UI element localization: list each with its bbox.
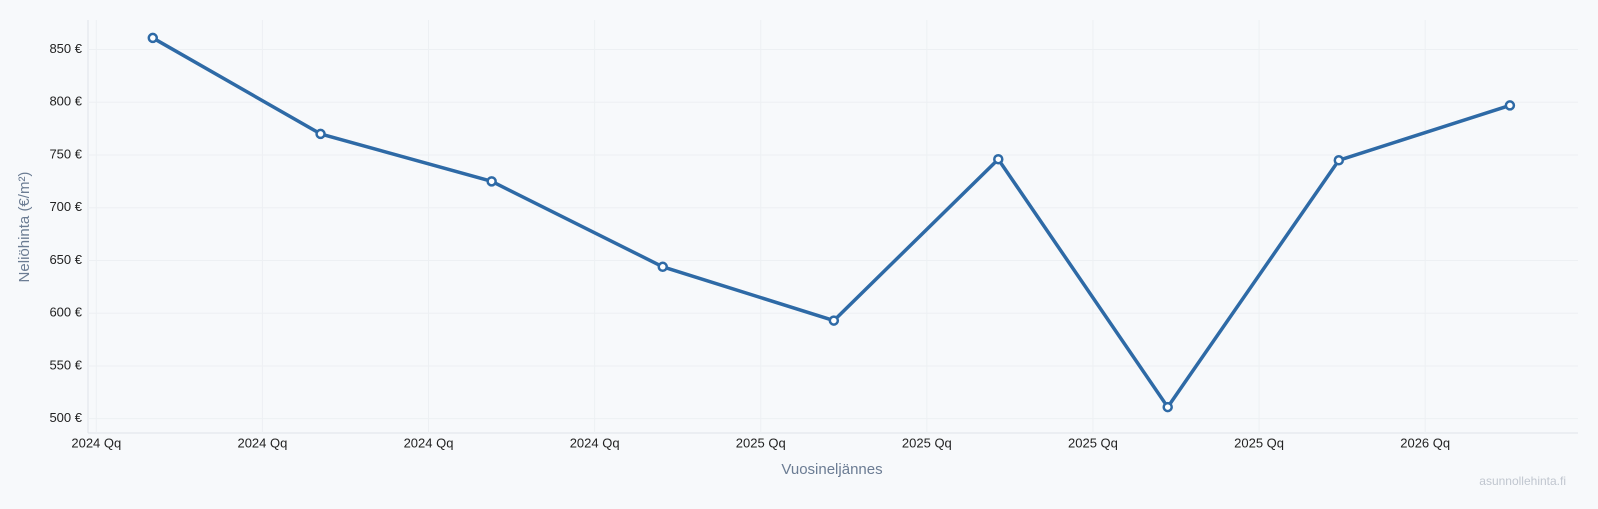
point [828,315,840,326]
point [147,32,159,44]
y-tick-label: 800 € [49,94,82,109]
point [1333,155,1345,166]
x-tick-label: 2024 Qq [404,435,454,450]
y-tick-label: 550 € [49,357,82,372]
y-tick-label: 750 € [49,146,82,161]
point [1162,401,1173,413]
x-tick-label: 2025 Qq [1234,435,1284,450]
y-tick-label: 500 € [49,410,82,425]
point [657,261,668,273]
x-tick-label: 2026 Qq [1400,435,1450,450]
y-tick-label: 850 € [49,41,82,56]
y-tick-label: 700 € [49,199,82,214]
watermark: asunnollehinta.fi [1479,474,1566,488]
x-tick-label: 2025 Qq [1068,435,1118,450]
x-tick-label: 2024 Qq [71,435,121,450]
y-axis-label: Neliöhinta (€/m²) [16,172,33,283]
y-tick-label: 600 € [49,305,82,320]
point [1504,100,1516,111]
x-tick-label: 2024 Qq [570,435,620,450]
x-tick-label: 2025 Qq [902,435,952,450]
point [486,176,497,187]
x-tick-label: 2024 Qq [237,435,287,450]
y-tick-label: 650 € [49,252,82,267]
x-tick-label: 2025 Qq [736,435,786,450]
point [315,128,326,140]
point [993,153,1004,165]
x-axis-label: Vuosineljännes [781,461,882,478]
